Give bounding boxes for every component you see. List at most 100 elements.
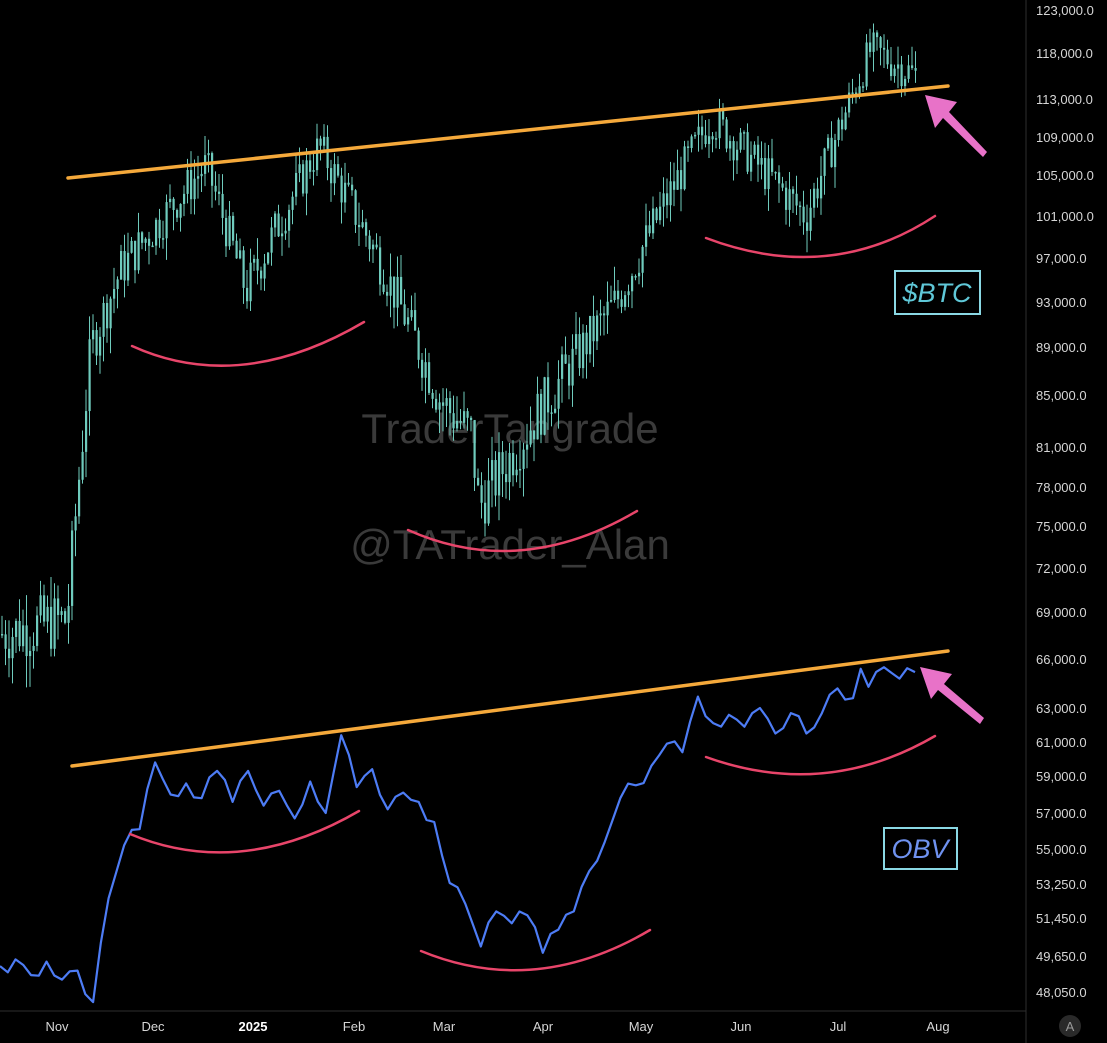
candle-body — [74, 516, 77, 531]
candle-body — [582, 332, 585, 369]
candle-body — [109, 298, 112, 329]
candle-body — [638, 272, 641, 277]
candle-body — [316, 138, 319, 171]
candle-body — [487, 480, 490, 524]
btc-y-tick: 75,000.0 — [1036, 519, 1087, 534]
candle-body — [85, 411, 88, 452]
candle-body — [18, 620, 21, 647]
btc-y-tick: 97,000.0 — [1036, 251, 1087, 266]
candle-body — [134, 240, 137, 271]
candle-body — [43, 595, 46, 622]
candle-body — [512, 452, 515, 476]
candle-body — [655, 208, 658, 221]
candle-body — [347, 182, 350, 185]
x-tick: Jul — [830, 1019, 847, 1034]
btc-candles — [1, 23, 917, 688]
candle-body — [526, 444, 529, 450]
candle-body — [820, 175, 823, 199]
candle-body — [221, 193, 224, 218]
candle-body — [624, 295, 627, 307]
candle-body — [533, 430, 536, 440]
btc-y-tick: 101,000.0 — [1036, 209, 1094, 224]
candle-body — [200, 173, 203, 177]
candle-body — [106, 302, 109, 329]
candle-body — [396, 276, 399, 308]
candle-body — [25, 625, 28, 657]
candle-body — [697, 126, 700, 135]
btc-y-tick: 113,000.0 — [1036, 92, 1093, 107]
candle-body — [141, 232, 144, 243]
btc-y-tick: 78,000.0 — [1036, 480, 1087, 495]
axis-frame — [0, 0, 1027, 1043]
x-tick: May — [629, 1019, 654, 1034]
candle-body — [690, 136, 693, 148]
candle-body — [270, 227, 273, 253]
btc-cup-1 — [130, 320, 366, 367]
candle-body — [137, 232, 140, 271]
candle-body — [466, 411, 469, 418]
candle-body — [179, 203, 182, 218]
candle-body — [900, 64, 903, 87]
candle-body — [386, 291, 389, 296]
candle-body — [60, 611, 63, 615]
candle-body — [127, 252, 130, 281]
candle-body — [515, 469, 518, 476]
candle-body — [634, 276, 637, 278]
candle-body — [123, 251, 126, 281]
candle-body — [550, 412, 553, 414]
candle-body — [319, 138, 322, 146]
candle-body — [522, 449, 525, 469]
candle-body — [792, 189, 795, 194]
candle-body — [680, 170, 683, 190]
candle-body — [519, 468, 522, 471]
candle-body — [445, 398, 448, 406]
candle-body — [414, 310, 417, 331]
candle-body — [774, 171, 777, 174]
candle-body — [323, 136, 326, 146]
candle-body — [589, 315, 592, 355]
candle-body — [760, 157, 763, 165]
candle-body — [207, 153, 210, 156]
obv-y-tick: 66,000.0 — [1036, 652, 1087, 667]
candle-body — [886, 49, 889, 65]
candle-body — [879, 37, 882, 48]
candle-body — [704, 135, 707, 145]
btc-y-tick: 123,000.0 — [1036, 3, 1094, 18]
candle-body — [235, 240, 238, 259]
obv-cup-2 — [419, 928, 652, 972]
candle-body — [771, 158, 774, 172]
candle-body — [753, 144, 756, 155]
candle-body — [144, 238, 147, 243]
candle-body — [291, 196, 294, 210]
obv-y-tick: 59,000.0 — [1036, 769, 1087, 784]
candle-body — [799, 205, 802, 208]
btc-resistance-line — [66, 84, 950, 180]
candle-body — [50, 606, 53, 649]
candle-body — [781, 183, 784, 188]
candle-body — [36, 615, 39, 646]
candle-body — [295, 172, 298, 197]
auto-scale-label[interactable]: A — [1066, 1019, 1075, 1034]
candle-body — [494, 460, 497, 496]
candle-body — [165, 202, 168, 239]
candle-body — [725, 119, 728, 149]
candle-body — [851, 92, 854, 95]
candle-body — [463, 411, 466, 423]
candle-body — [431, 392, 434, 399]
candle-body — [837, 119, 840, 141]
obv-y-tick: 55,000.0 — [1036, 842, 1087, 857]
candle-body — [617, 290, 620, 300]
candle-body — [95, 330, 98, 356]
candle-body — [162, 238, 165, 240]
candle-body — [298, 164, 301, 173]
candle-body — [802, 206, 805, 223]
candle-body — [340, 175, 343, 203]
btc-y-tick: 105,000.0 — [1036, 168, 1094, 183]
candle-body — [834, 140, 837, 168]
auto-scale-button[interactable]: A — [1059, 1015, 1081, 1037]
candle-body — [46, 606, 49, 622]
x-tick: Aug — [926, 1019, 949, 1034]
candle-body — [354, 190, 357, 225]
candle-body — [99, 336, 102, 356]
candle-body — [130, 240, 133, 253]
